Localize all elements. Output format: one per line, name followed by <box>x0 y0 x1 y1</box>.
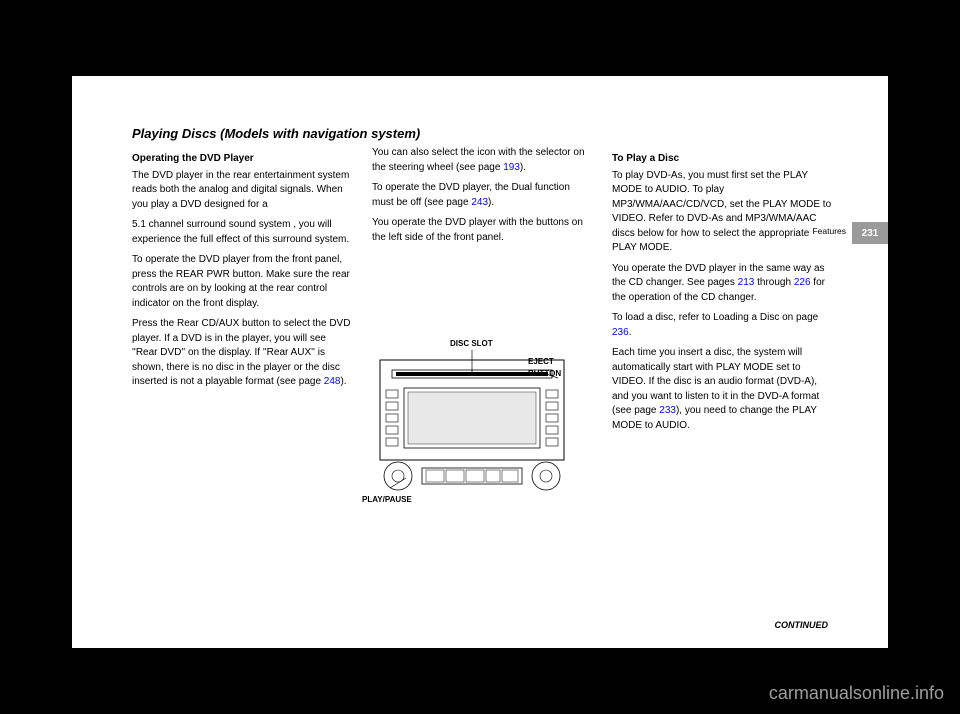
page-link-243[interactable]: 243 <box>471 197 488 208</box>
page-link-233[interactable]: 233 <box>659 405 676 416</box>
column-2: You can also select the icon with the se… <box>372 146 592 251</box>
section-title: Playing Discs (Models with navigation sy… <box>132 126 420 141</box>
label-eject-button: EJECT BUTTON <box>528 356 584 379</box>
column-3: To Play a Disc To play DVD-As, you must … <box>612 146 832 439</box>
page-link-226[interactable]: 226 <box>794 277 811 288</box>
page-link-213[interactable]: 213 <box>738 277 755 288</box>
col3-p3: To load a disc, refer to Loading a Disc … <box>612 311 832 340</box>
column-1: Operating the DVD Player The DVD player … <box>132 146 352 396</box>
heading-to-play-disc: To Play a Disc <box>612 152 832 167</box>
page-number-tab: 231 <box>852 222 888 244</box>
manual-page: Playing Discs (Models with navigation sy… <box>72 76 888 648</box>
label-disc-slot: DISC SLOT <box>450 338 493 350</box>
col1-p2: 5.1 channel surround sound system , you … <box>132 218 352 247</box>
col1-p3: To operate the DVD player from the front… <box>132 253 352 311</box>
col1-p1: The DVD player in the rear entertainment… <box>132 169 352 213</box>
page-link-236[interactable]: 236 <box>612 327 629 338</box>
watermark: carmanualsonline.info <box>769 683 944 704</box>
diagram-dvd-slot: DISC SLOT PLAY/PAUSE EJECT BUTTON <box>362 336 562 506</box>
page-link-193[interactable]: 193 <box>503 162 520 173</box>
col3-p2: You operate the DVD player in the same w… <box>612 262 832 306</box>
col2-p1: You can also select the icon with the se… <box>372 146 592 175</box>
col1-p4: Press the Rear CD/AUX button to select t… <box>132 317 352 390</box>
col2-p3: You operate the DVD player with the butt… <box>372 216 592 245</box>
heading-operating-dvd: Operating the DVD Player <box>132 152 352 167</box>
col3-p1: To play DVD-As, you must first set the P… <box>612 169 832 256</box>
col3-p4: Each time you insert a disc, the system … <box>612 346 832 433</box>
col2-p2: To operate the DVD player, the Dual func… <box>372 181 592 210</box>
label-play-pause: PLAY/PAUSE <box>362 494 412 506</box>
page-link-248[interactable]: 248 <box>324 376 341 387</box>
continued-label: CONTINUED <box>775 620 829 630</box>
page-number: 231 <box>862 228 879 239</box>
